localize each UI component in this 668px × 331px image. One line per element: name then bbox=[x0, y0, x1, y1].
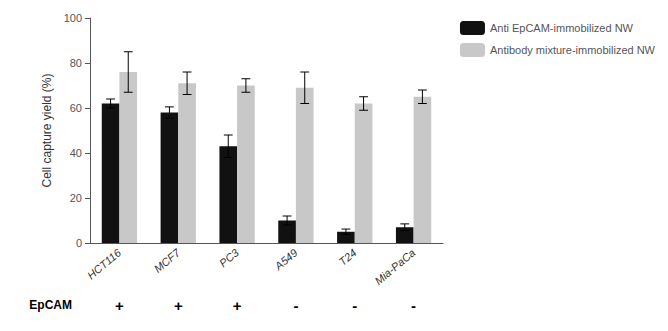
svg-text:Anti EpCAM-immobilized NW: Anti EpCAM-immobilized NW bbox=[490, 22, 634, 34]
svg-text:PC3: PC3 bbox=[217, 246, 242, 270]
svg-text:HCT116: HCT116 bbox=[85, 246, 124, 282]
svg-text:A549: A549 bbox=[272, 246, 300, 272]
svg-text:MCF7: MCF7 bbox=[151, 246, 182, 275]
svg-text:100: 100 bbox=[64, 12, 82, 24]
svg-text:-: - bbox=[411, 297, 416, 314]
svg-text:+: + bbox=[233, 297, 242, 314]
svg-text:Antibody mixture-immobilized N: Antibody mixture-immobilized NW bbox=[490, 44, 656, 56]
svg-text:40: 40 bbox=[70, 147, 82, 159]
svg-text:-: - bbox=[293, 297, 298, 314]
svg-text:80: 80 bbox=[70, 57, 82, 69]
svg-text:EpCAM: EpCAM bbox=[29, 298, 72, 312]
svg-text:Cell capture yield (%): Cell capture yield (%) bbox=[40, 73, 54, 187]
svg-text:-: - bbox=[352, 297, 357, 314]
svg-text:+: + bbox=[115, 297, 124, 314]
svg-text:+: + bbox=[174, 297, 183, 314]
svg-text:T24: T24 bbox=[336, 246, 358, 267]
svg-text:Mia-PaCa: Mia-PaCa bbox=[372, 246, 417, 287]
svg-text:20: 20 bbox=[70, 192, 82, 204]
svg-text:60: 60 bbox=[70, 102, 82, 114]
svg-text:0: 0 bbox=[76, 237, 82, 249]
